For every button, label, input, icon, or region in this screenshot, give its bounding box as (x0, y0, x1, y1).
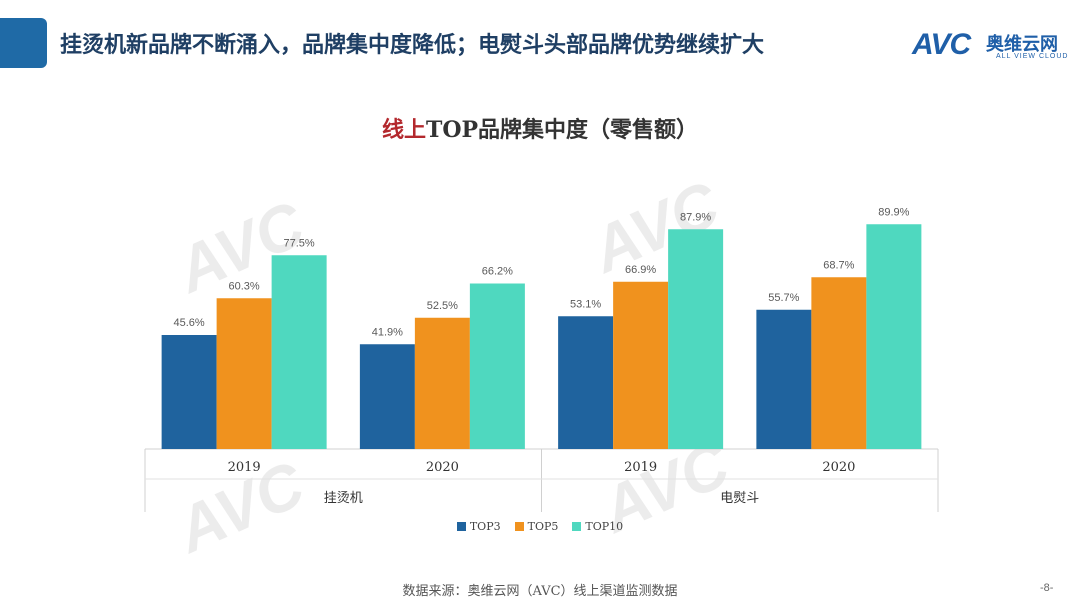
group-label-1: 电熨斗 (720, 491, 759, 506)
data-label-top10-2: 87.9% (680, 211, 711, 223)
data-label-top5-3: 68.7% (823, 259, 854, 271)
x-tick-label-3: 2020 (822, 460, 855, 475)
data-source-note: 数据来源：奥维云网（AVC）线上渠道监测数据 (402, 584, 678, 599)
logo-english-name: ALL VIEW CLOUD (996, 53, 1069, 60)
legend-swatch-top5 (514, 522, 524, 531)
title-accent-bar (0, 18, 47, 68)
legend-label-top5: TOP5 (527, 520, 559, 533)
bar-top3-1 (359, 344, 415, 449)
x-tick-label-2: 2019 (624, 460, 657, 475)
chart-title-highlight: 线上 (381, 117, 426, 143)
legend-label-top10: TOP10 (585, 520, 624, 533)
chart-title: 线上TOP品牌集中度（零售额） (0, 112, 1080, 144)
data-label-top5-2: 66.9% (625, 264, 656, 276)
group-label-0: 挂烫机 (324, 491, 363, 506)
data-label-top3-3: 55.7% (768, 292, 799, 304)
brand-logo: AVC 奥维云网 ALL VIEW CLOUD (912, 28, 1072, 68)
bar-top3-3 (756, 309, 812, 449)
legend-item-top10: TOP10 (572, 520, 623, 533)
logo-mark: AVC (912, 28, 971, 61)
data-label-top5-0: 60.3% (229, 280, 260, 292)
logo-chinese-name: 奥维云网 (986, 34, 1058, 55)
x-tick-label-0: 2019 (228, 460, 261, 475)
page-number: -8- (1040, 582, 1054, 594)
bar-top5-2 (613, 281, 669, 449)
data-label-top3-0: 45.6% (174, 317, 205, 329)
data-label-top10-3: 89.9% (878, 206, 909, 218)
data-label-top3-2: 53.1% (570, 298, 601, 310)
x-tick-label-1: 2020 (426, 460, 459, 475)
chart-title-rest: TOP品牌集中度（零售额） (425, 117, 699, 143)
bar-top10-2 (668, 229, 724, 449)
data-label-top10-0: 77.5% (284, 237, 315, 249)
bar-top10-1 (469, 283, 525, 449)
legend-swatch-top10 (572, 522, 582, 531)
bar-top10-3 (866, 224, 922, 449)
legend-label-top3: TOP3 (469, 520, 501, 533)
legend-item-top5: TOP5 (514, 520, 559, 533)
data-label-top10-1: 66.2% (482, 266, 513, 278)
data-label-top5-1: 52.5% (427, 300, 458, 312)
legend-item-top3: TOP3 (456, 520, 501, 533)
bar-top5-1 (414, 317, 470, 449)
data-label-top3-1: 41.9% (372, 326, 403, 338)
bar-top10-0 (271, 255, 327, 449)
bar-top3-2 (558, 316, 614, 449)
legend-swatch-top3 (456, 522, 466, 531)
chart-legend: TOP3 TOP5 TOP10 (0, 520, 1080, 533)
bar-top5-0 (216, 298, 272, 449)
bar-top3-0 (161, 335, 217, 449)
bar-top5-3 (811, 277, 867, 449)
slide-title: 挂烫机新品牌不断涌入，品牌集中度降低；电熨斗头部品牌优势继续扩大 (60, 33, 765, 58)
